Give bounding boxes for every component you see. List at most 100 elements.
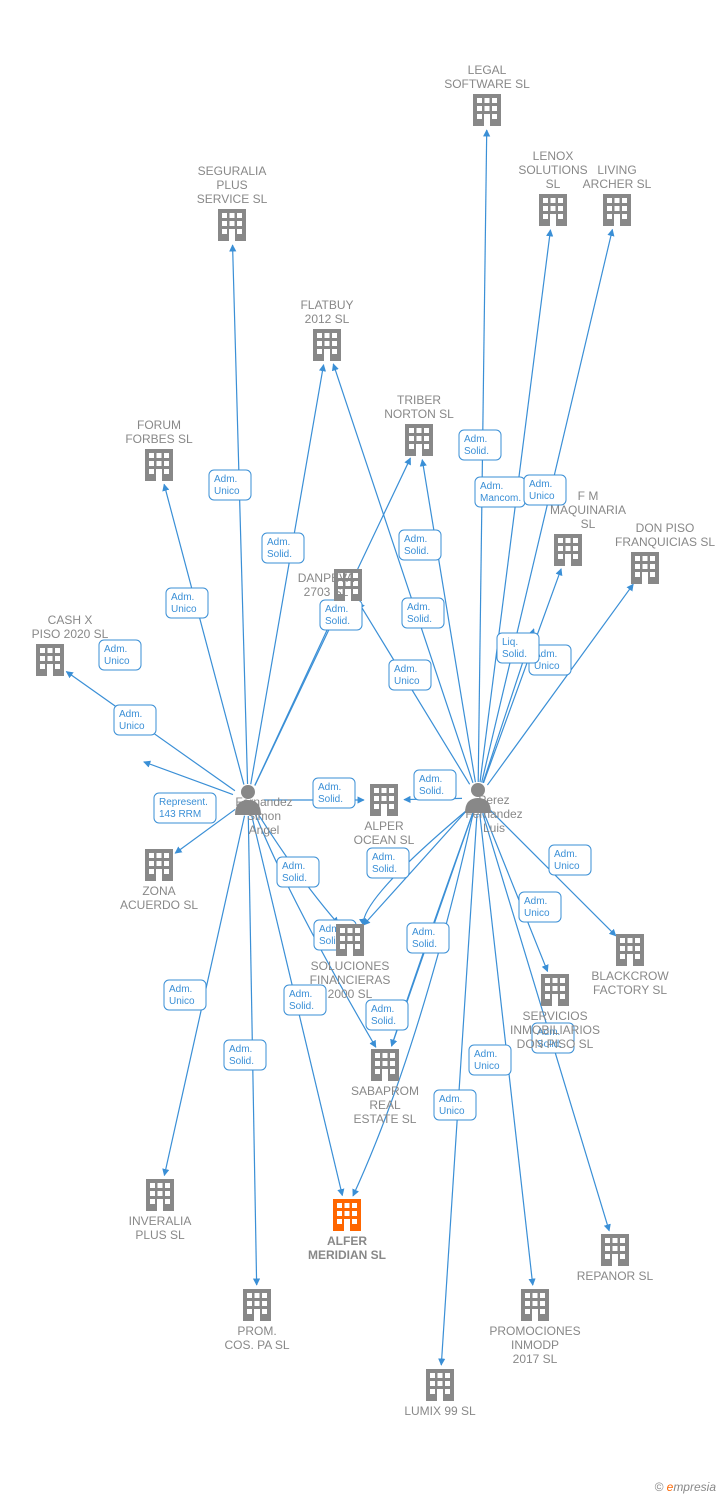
edge-label-text: Solid. <box>325 616 350 627</box>
edge-label-text: Adm. <box>169 984 192 995</box>
company-node[interactable]: LUMIX 99 SL <box>404 1369 476 1418</box>
node-label: LENOX <box>533 149 574 163</box>
building-icon <box>371 1049 399 1081</box>
node-label: SL <box>546 177 561 191</box>
edge-label-text: Adm. <box>229 1044 252 1055</box>
node-label: 2000 SL <box>328 987 373 1001</box>
building-icon <box>539 194 567 226</box>
company-node[interactable]: LEGALSOFTWARE SL <box>444 63 530 126</box>
building-icon <box>313 329 341 361</box>
node-label: 2017 SL <box>513 1352 558 1366</box>
edge-label-text: Adm. <box>529 479 552 490</box>
company-node[interactable]: ZONAACUERDO SL <box>120 849 198 912</box>
company-node[interactable]: DON PISOFRANQUICIAS SL <box>615 521 715 584</box>
edge-label-text: Adm. <box>104 644 127 655</box>
edge-label-text: Unico <box>214 486 240 497</box>
edge <box>483 569 561 783</box>
edge-label-text: Liq. <box>502 637 518 648</box>
node-label: ALFER <box>327 1234 367 1248</box>
edge-label-text: Adm. <box>372 852 395 863</box>
node-label: SERVICE SL <box>197 192 268 206</box>
edge-label-text: Unico <box>554 861 580 872</box>
edge-label-text: Adm. <box>439 1094 462 1105</box>
edge-label-text: Adm. <box>119 709 142 720</box>
edge <box>358 602 469 784</box>
edge-label-text: Adm. <box>371 1004 394 1015</box>
node-label: SERVICIOS <box>522 1009 587 1023</box>
edge-label-text: Unico <box>534 661 560 672</box>
person-node[interactable]: PerezFernandezLuis <box>465 783 523 835</box>
node-label: DON PISO <box>636 521 695 535</box>
company-node[interactable]: LIVINGARCHER SL <box>583 163 652 226</box>
node-label: MERIDIAN SL <box>308 1248 386 1262</box>
company-node[interactable]: FLATBUY2012 SL <box>300 298 353 361</box>
building-icon <box>601 1234 629 1266</box>
company-node[interactable]: ALPEROCEAN SL <box>354 784 415 847</box>
node-label: PLUS SL <box>135 1228 185 1242</box>
node-label: PISO 2020 SL <box>32 627 109 641</box>
node-label: REPANOR SL <box>577 1269 654 1283</box>
company-node[interactable]: FORUMFORBES SL <box>125 418 193 481</box>
node-label: ALPER <box>364 819 404 833</box>
node-label: CASH X <box>48 613 93 627</box>
edge <box>164 484 244 784</box>
building-icon <box>541 974 569 1006</box>
edge-label-text: Solid. <box>318 794 343 805</box>
node-label: COS. PA SL <box>224 1338 289 1352</box>
person-node[interactable]: FernandezSimonAngel <box>235 785 293 837</box>
node-label: SABAPROM <box>351 1084 419 1098</box>
node-label: SOFTWARE SL <box>444 77 530 91</box>
edge-label-text: Unico <box>439 1106 465 1117</box>
edge-label-text: Adm. <box>325 604 348 615</box>
building-icon <box>616 934 644 966</box>
edge-label-text: Adm. <box>524 896 547 907</box>
node-label: PROM. <box>237 1324 276 1338</box>
node-label: FRANQUICIAS SL <box>615 535 715 549</box>
company-node[interactable]: LENOXSOLUTIONSSL <box>518 149 587 226</box>
node-label: PLUS <box>216 178 247 192</box>
node-label: LIVING <box>597 163 636 177</box>
node-label: Fernandez <box>235 795 292 809</box>
building-icon <box>333 1199 361 1231</box>
edge-label-text: Adm. <box>474 1049 497 1060</box>
company-node[interactable]: DANPEVA2703 SL <box>298 569 362 601</box>
node-label: LEGAL <box>468 63 507 77</box>
edge <box>144 762 233 795</box>
edge-label-text: Solid. <box>419 786 444 797</box>
node-label: PROMOCIONES <box>489 1324 580 1338</box>
company-node[interactable]: ALFERMERIDIAN SL <box>308 1199 386 1262</box>
company-node[interactable]: SEGURALIAPLUSSERVICE SL <box>197 164 268 241</box>
node-label: Perez <box>478 793 509 807</box>
company-node[interactable]: INVERALIAPLUS SL <box>129 1179 192 1242</box>
edge-label-text: Unico <box>529 491 555 502</box>
company-node[interactable]: SABAPROMREALESTATE SL <box>351 1049 419 1126</box>
edge-label-text: Unico <box>104 656 130 667</box>
node-label: SOLUTIONS <box>518 163 587 177</box>
node-label: F M <box>578 489 599 503</box>
edge-label-text: Adm. <box>412 927 435 938</box>
node-label: FORUM <box>137 418 181 432</box>
company-node[interactable]: SERVICIOSINMOBILIARIOSDON PISO SL <box>510 974 600 1051</box>
node-label: Angel <box>249 823 280 837</box>
company-node[interactable]: REPANOR SL <box>577 1234 654 1283</box>
company-node[interactable]: PROMOCIONESINMODP2017 SL <box>489 1289 580 1366</box>
company-node[interactable]: TRIBERNORTON SL <box>384 393 454 456</box>
company-node[interactable]: CASH XPISO 2020 SL <box>32 613 109 676</box>
edge-label-text: Adm. <box>318 782 341 793</box>
node-label: OCEAN SL <box>354 833 415 847</box>
edge-label-text: Adm. <box>394 664 417 675</box>
edge-label-text: Adm. <box>407 602 430 613</box>
node-label: 2012 SL <box>305 312 350 326</box>
node-label: Simon <box>247 809 281 823</box>
node-label: FLATBUY <box>300 298 353 312</box>
edge-label-text: Unico <box>474 1061 500 1072</box>
building-icon <box>336 924 364 956</box>
edge-label-text: Mancom. <box>480 493 521 504</box>
node-label: NORTON SL <box>384 407 454 421</box>
node-label: INVERALIA <box>129 1214 192 1228</box>
edge-label-text: Solid. <box>289 1001 314 1012</box>
company-node[interactable]: BLACKCROWFACTORY SL <box>591 934 669 997</box>
node-label: SEGURALIA <box>198 164 267 178</box>
building-icon <box>631 552 659 584</box>
company-node[interactable]: PROM.COS. PA SL <box>224 1289 289 1352</box>
